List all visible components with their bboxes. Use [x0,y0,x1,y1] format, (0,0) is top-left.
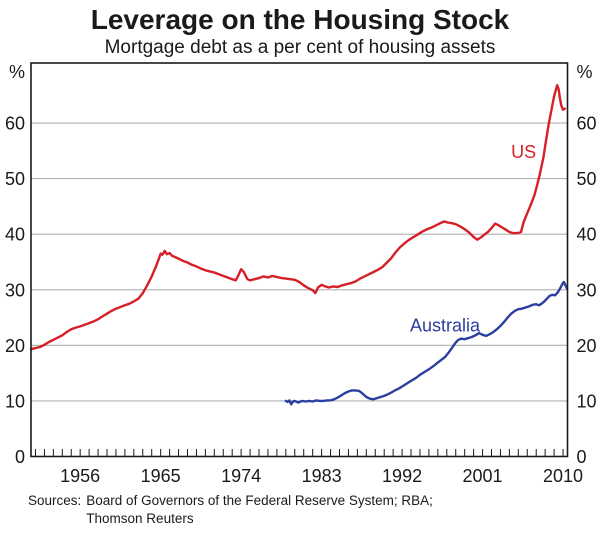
x-tick-label: 1992 [382,466,422,486]
x-tick-label: 2010 [543,466,583,486]
sources-label: Sources: [28,493,82,508]
y-tick-label-left: 10 [5,391,25,411]
y-axis-unit-left: % [9,62,25,82]
sources-text: Board of Governors of the Federal Reserv… [86,492,433,527]
plot-border [30,62,569,458]
x-tick-label: 1956 [60,466,100,486]
x-tick-label: 2001 [463,466,503,486]
x-tick-label: 1965 [141,466,181,486]
gridlines [31,122,568,402]
source-note: Sources: Board of Governors of the Feder… [28,492,588,527]
y-tick-label-left: 60 [5,114,25,134]
y-tick-label-right: 10 [577,391,597,411]
y-tick-label-right: 0 [577,447,587,467]
y-tick-label-right: 60 [577,114,597,134]
sources-line2: Thomson Reuters [86,510,194,526]
series-label-us: US [511,142,536,162]
y-tick-label-right: 30 [577,280,597,300]
y-tick-label-left: 30 [5,280,25,300]
series-label-australia: Australia [410,315,481,335]
y-tick-label-left: 50 [5,169,25,189]
chart-title: Leverage on the Housing Stock [90,4,510,35]
x-tick-labels: 1956 1965 1974 1983 1992 2001 2010 [60,466,583,486]
x-tick-label: 1983 [302,466,342,486]
series-line-us [29,83,566,351]
y-tick-label-left: 40 [5,225,25,245]
series-lines [29,83,569,406]
y-tick-label-left: 20 [5,336,25,356]
chart-subtitle: Mortgage debt as a per cent of housing a… [104,37,496,58]
y-tick-label-right: 50 [577,169,597,189]
y-tick-labels: 0 0 10 10 20 20 30 30 40 40 50 50 60 60 [5,114,597,467]
series-line-australia [284,280,569,406]
y-tick-label-right: 40 [577,225,597,245]
y-axis-unit-right: % [577,62,593,82]
sources-line1: Board of Governors of the Federal Reserv… [86,493,433,508]
x-tick-label: 1974 [221,466,261,486]
x-minor-ticks [34,449,564,457]
y-tick-label-right: 20 [577,336,597,356]
y-tick-label-left: 0 [15,447,25,467]
